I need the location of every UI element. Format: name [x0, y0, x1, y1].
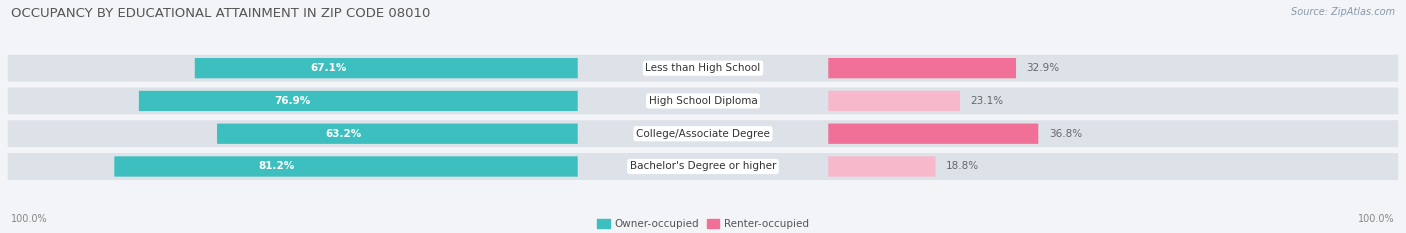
Text: Source: ZipAtlas.com: Source: ZipAtlas.com [1291, 7, 1395, 17]
FancyBboxPatch shape [828, 123, 1038, 144]
Text: 100.0%: 100.0% [11, 214, 48, 224]
Text: Bachelor's Degree or higher: Bachelor's Degree or higher [630, 161, 776, 171]
FancyBboxPatch shape [195, 58, 578, 78]
FancyBboxPatch shape [217, 123, 578, 144]
FancyBboxPatch shape [7, 55, 1399, 82]
Text: 67.1%: 67.1% [311, 63, 347, 73]
FancyBboxPatch shape [828, 156, 935, 177]
Text: 81.2%: 81.2% [259, 161, 295, 171]
Text: 18.8%: 18.8% [946, 161, 979, 171]
Legend: Owner-occupied, Renter-occupied: Owner-occupied, Renter-occupied [593, 215, 813, 233]
FancyBboxPatch shape [114, 156, 578, 177]
Text: Less than High School: Less than High School [645, 63, 761, 73]
FancyBboxPatch shape [7, 88, 1399, 114]
FancyBboxPatch shape [828, 91, 960, 111]
Text: 36.8%: 36.8% [1049, 129, 1081, 139]
Text: 76.9%: 76.9% [274, 96, 311, 106]
FancyBboxPatch shape [7, 153, 1399, 180]
FancyBboxPatch shape [7, 120, 1399, 147]
FancyBboxPatch shape [139, 91, 578, 111]
Text: OCCUPANCY BY EDUCATIONAL ATTAINMENT IN ZIP CODE 08010: OCCUPANCY BY EDUCATIONAL ATTAINMENT IN Z… [11, 7, 430, 20]
Text: 63.2%: 63.2% [325, 129, 361, 139]
Text: 32.9%: 32.9% [1026, 63, 1060, 73]
Text: College/Associate Degree: College/Associate Degree [636, 129, 770, 139]
Text: 100.0%: 100.0% [1358, 214, 1395, 224]
Text: High School Diploma: High School Diploma [648, 96, 758, 106]
FancyBboxPatch shape [828, 58, 1017, 78]
Text: 23.1%: 23.1% [970, 96, 1004, 106]
